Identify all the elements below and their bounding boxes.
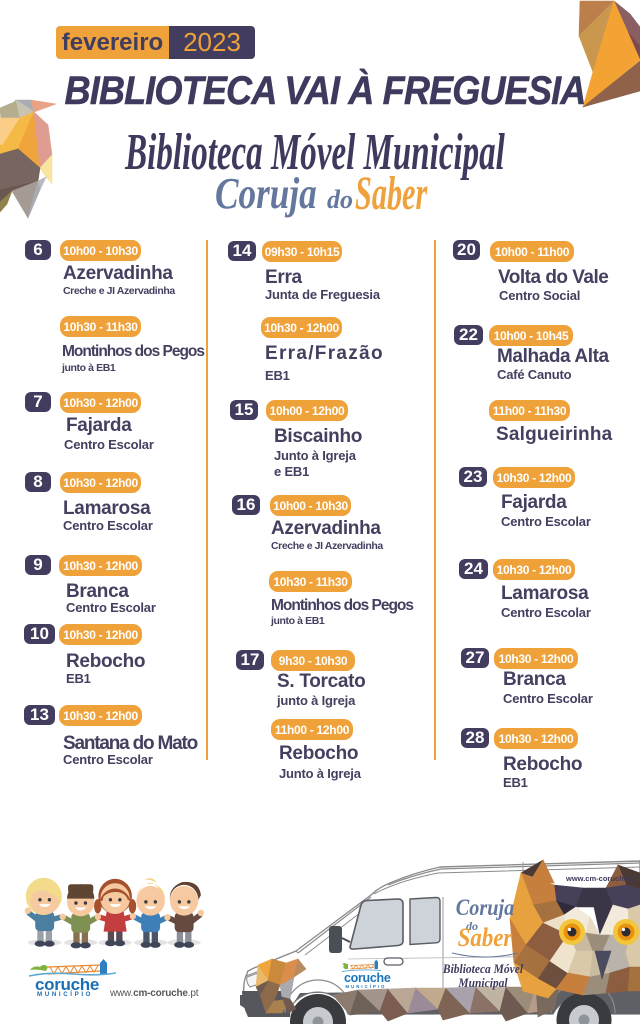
- svg-text:coruche: coruche: [344, 971, 391, 985]
- svg-text:MUNICÍPIO: MUNICÍPIO: [346, 984, 387, 989]
- svg-text:do: do: [466, 919, 478, 933]
- svg-text:Biblioteca Móvel: Biblioteca Móvel: [442, 962, 524, 977]
- svg-text:Municipal: Municipal: [457, 976, 508, 991]
- svg-text:Saber: Saber: [458, 924, 513, 953]
- svg-text:Coruja: Coruja: [456, 895, 515, 920]
- svg-text:www.cm-coruche.pt: www.cm-coruche.pt: [565, 874, 637, 883]
